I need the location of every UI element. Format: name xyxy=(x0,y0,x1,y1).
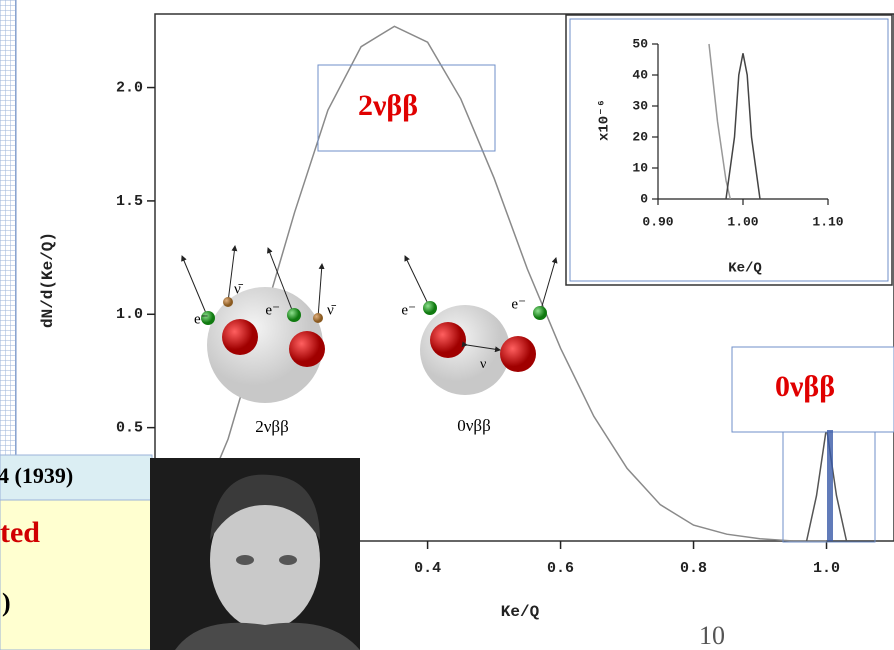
series-line xyxy=(725,53,761,200)
arrow xyxy=(539,257,558,314)
electron xyxy=(423,301,437,315)
electron xyxy=(533,306,547,320)
antineutrino xyxy=(313,313,323,323)
y-axis-label: x10⁻⁶ xyxy=(597,99,613,141)
particle-label: e⁻ xyxy=(194,311,209,327)
particle-label: e⁻ xyxy=(511,296,526,312)
electron xyxy=(201,311,215,325)
y-tick-label: 0.5 xyxy=(116,420,143,437)
particle-label: ν xyxy=(480,357,486,372)
decay-diagram: e⁻ ν̄ e⁻ ν̄ 2νββ e⁻ e⁻ ν 0νββ xyxy=(181,245,558,436)
annotation: 2νββ xyxy=(358,89,418,122)
inset-frame xyxy=(565,14,893,286)
neutron xyxy=(430,322,466,358)
arrow xyxy=(267,247,295,316)
x-tick-label: 1.10 xyxy=(812,214,843,229)
peak-highlight xyxy=(827,430,833,541)
y-tick-label: 30 xyxy=(632,98,648,113)
y-axis-label: dN/d(Ke/Q) xyxy=(39,232,57,328)
antineutrino xyxy=(223,297,233,307)
neutron xyxy=(222,319,258,355)
x-axis-label: Ke/Q xyxy=(728,261,762,277)
series-line xyxy=(708,43,732,200)
particle-label: e⁻ xyxy=(401,302,416,318)
y-tick-label: 50 xyxy=(632,36,648,51)
highlight-text: ted xyxy=(0,516,40,549)
particle-label: ν̄ xyxy=(234,281,244,297)
arrow xyxy=(181,255,209,319)
electron xyxy=(287,308,301,322)
note-text: ) xyxy=(2,588,11,617)
page-number: 10 xyxy=(699,621,725,650)
plot-frame xyxy=(154,13,894,542)
inset-border xyxy=(569,18,889,282)
annotation-box xyxy=(317,64,496,152)
diagram-label: 2νββ xyxy=(255,417,289,436)
arrow xyxy=(317,263,325,319)
y-tick-label: 10 xyxy=(632,160,648,175)
x-axis-label: Ke/Q xyxy=(501,603,540,621)
x-tick-label: 1.00 xyxy=(727,214,758,229)
arrow xyxy=(404,255,431,309)
x-tick-label: 0.8 xyxy=(680,560,707,577)
diagram-label: 0νββ xyxy=(457,416,491,435)
x-tick-label: 1.0 xyxy=(813,560,840,577)
main-chart: 0.5 1.0 1.5 2.0 0.4 0.6 0.8 1.0 Ke/Q dN/d(Ke/Q) xyxy=(39,25,848,621)
y-tick-label: 1.0 xyxy=(116,306,143,323)
annotation-box xyxy=(731,346,894,433)
x-tick-label: 0.90 xyxy=(642,214,673,229)
y-tick-label: 0 xyxy=(640,191,648,206)
neutron xyxy=(500,336,536,372)
arrow xyxy=(227,245,238,303)
reference: 4 (1939) xyxy=(0,463,73,488)
neutron xyxy=(289,331,325,367)
y-tick-label: 20 xyxy=(632,129,648,144)
series-line xyxy=(805,427,848,542)
y-tick-label: 2.0 xyxy=(116,80,143,97)
portrait xyxy=(150,458,360,650)
y-tick-label: 1.5 xyxy=(116,193,143,210)
y-tick-label: 40 xyxy=(632,67,648,82)
x-tick-label: 0.4 xyxy=(414,560,441,577)
particle-label: e⁻ xyxy=(265,302,280,318)
annotation: 0νββ xyxy=(775,370,835,403)
particle-label: ν̄ xyxy=(327,302,337,318)
arrow xyxy=(461,341,501,353)
inset-chart: 0 10 20 30 40 50 0.90 1.00 1.10 Ke/Q x10⁻⁶ xyxy=(597,36,844,276)
x-tick-label: 0.6 xyxy=(547,560,574,577)
